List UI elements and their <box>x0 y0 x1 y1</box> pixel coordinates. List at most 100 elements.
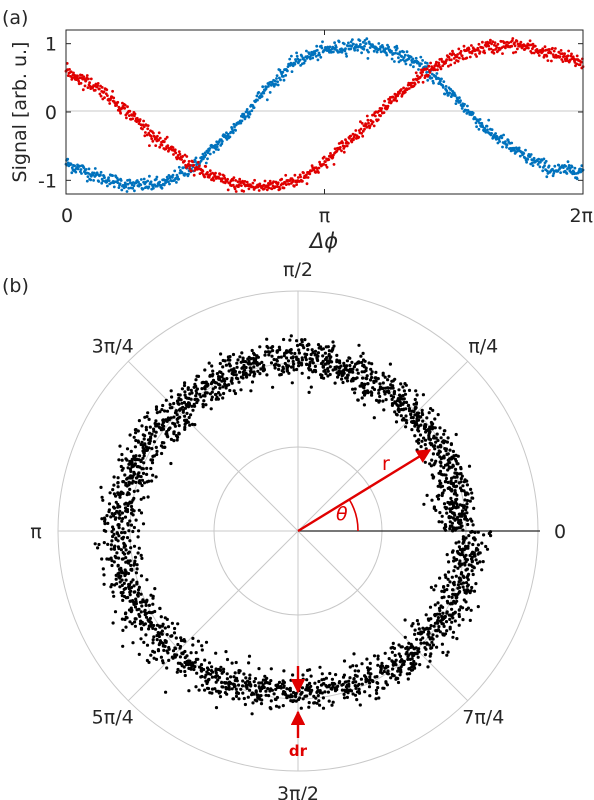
data-point <box>274 683 278 688</box>
data-point <box>259 702 264 706</box>
data-point <box>450 595 454 600</box>
data-point <box>154 407 159 411</box>
data-point <box>398 673 402 677</box>
data-point <box>302 171 305 175</box>
data-point <box>352 138 355 142</box>
data-point <box>419 638 423 642</box>
data-point <box>360 370 364 374</box>
data-point <box>167 645 171 650</box>
data-point <box>440 491 444 496</box>
data-point <box>226 188 230 192</box>
data-point <box>163 626 167 630</box>
data-point <box>408 672 412 676</box>
data-point <box>246 357 250 361</box>
data-point <box>250 370 254 374</box>
data-point <box>454 574 458 578</box>
data-point <box>217 391 221 395</box>
data-point <box>118 444 122 448</box>
data-point <box>458 96 461 100</box>
data-point <box>139 610 143 614</box>
data-point <box>244 365 248 370</box>
data-point <box>436 618 440 623</box>
data-point <box>532 51 536 55</box>
data-point <box>168 402 172 407</box>
data-point <box>137 546 141 550</box>
data-point <box>141 187 145 191</box>
data-point <box>159 655 163 659</box>
data-point <box>217 378 222 382</box>
data-point <box>217 691 221 695</box>
data-point <box>345 364 349 368</box>
data-point <box>458 547 462 552</box>
data-point <box>116 491 120 495</box>
data-point <box>112 185 116 189</box>
data-point <box>299 706 303 710</box>
data-point <box>205 670 209 674</box>
data-point <box>451 502 456 506</box>
data-point <box>469 563 473 567</box>
data-point <box>480 541 484 545</box>
data-point <box>348 676 352 680</box>
data-point <box>270 187 274 191</box>
data-point <box>501 145 504 149</box>
data-point <box>387 374 391 378</box>
data-point <box>381 399 385 403</box>
data-point <box>297 364 301 368</box>
data-point <box>339 364 343 368</box>
data-point <box>218 386 222 390</box>
data-point <box>322 162 325 166</box>
data-point <box>432 436 436 440</box>
data-point <box>168 182 171 186</box>
data-point <box>475 125 478 129</box>
data-point <box>409 55 413 59</box>
data-point <box>275 185 279 189</box>
data-point <box>150 432 154 436</box>
data-point <box>268 91 272 94</box>
data-point <box>442 624 446 629</box>
data-point <box>252 365 256 369</box>
data-point <box>438 576 442 580</box>
data-point <box>361 351 365 355</box>
data-point <box>363 382 367 386</box>
data-point <box>308 172 312 176</box>
data-point <box>310 348 314 352</box>
data-point <box>153 587 157 591</box>
data-point <box>188 392 192 396</box>
data-point <box>448 448 452 452</box>
data-point <box>149 621 153 625</box>
data-point <box>160 441 164 445</box>
data-point <box>311 361 315 365</box>
data-point <box>396 94 400 98</box>
data-point <box>145 448 149 452</box>
data-point <box>396 397 400 401</box>
data-point <box>459 582 463 586</box>
data-point <box>353 693 358 697</box>
data-point <box>137 508 141 512</box>
data-point <box>178 152 182 156</box>
data-point <box>244 683 248 687</box>
data-point <box>162 648 166 653</box>
data-point <box>570 165 574 169</box>
data-point <box>328 365 332 369</box>
data-point <box>363 690 367 694</box>
data-point <box>305 173 308 177</box>
data-point <box>358 39 362 42</box>
data-point <box>140 483 144 488</box>
data-point <box>139 637 143 641</box>
data-point <box>463 514 467 519</box>
data-point <box>215 372 219 376</box>
data-point <box>183 406 188 410</box>
data-point <box>418 64 422 68</box>
data-point <box>323 357 328 361</box>
data-point <box>345 376 349 380</box>
data-point <box>447 560 451 564</box>
data-point <box>407 87 411 90</box>
data-point <box>303 355 308 359</box>
data-point <box>177 408 181 412</box>
data-point <box>302 346 306 350</box>
data-point <box>111 527 116 531</box>
data-point <box>426 78 430 82</box>
data-point <box>464 591 468 595</box>
data-point <box>425 416 429 420</box>
data-point <box>121 480 125 484</box>
